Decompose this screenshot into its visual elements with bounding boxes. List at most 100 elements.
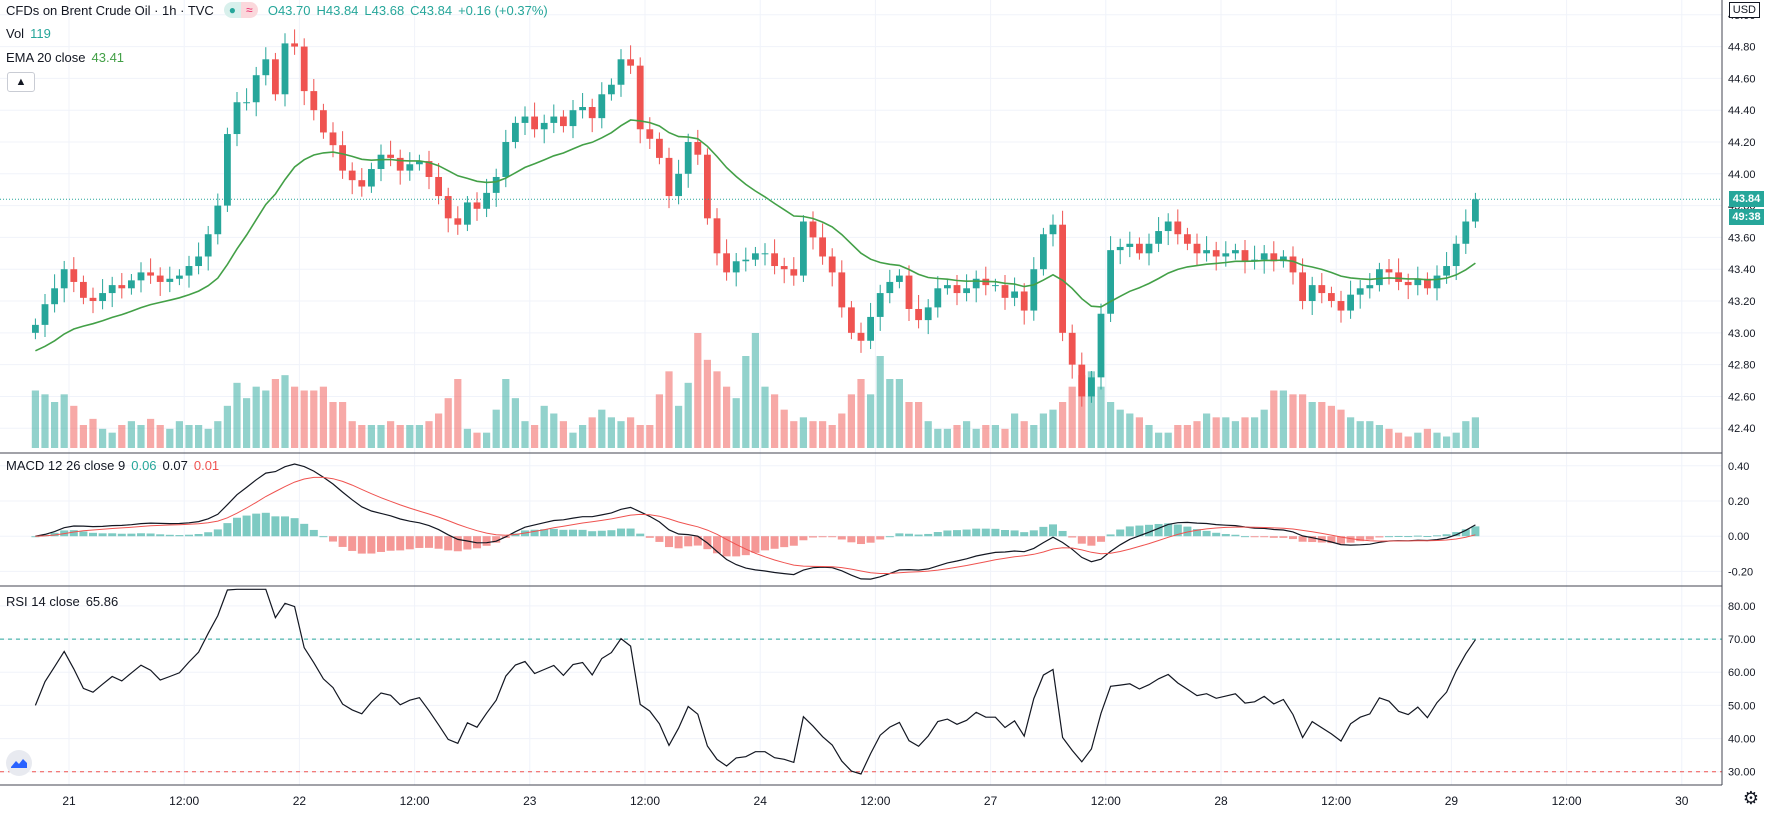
volume-bar: [857, 379, 865, 448]
time-tick-label: 22: [293, 794, 307, 808]
time-tick-label: 12:00: [1552, 794, 1582, 808]
rsi-tick-label: 60.00: [1728, 667, 1756, 679]
volume-bar: [703, 359, 711, 448]
volume-bar: [905, 402, 913, 448]
volume-bar: [137, 425, 145, 448]
volume-bar: [147, 418, 155, 448]
candle-body: [665, 157, 673, 197]
volume-bar: [694, 333, 702, 448]
macd-histogram-bar: [933, 532, 942, 537]
macd-histogram-bar: [962, 529, 971, 537]
candle-body: [944, 285, 951, 289]
time-tick-label: 12:00: [400, 794, 430, 808]
macd-label: MACD 12 26 close 9: [6, 458, 126, 473]
gear-icon[interactable]: ⚙: [1742, 788, 1759, 808]
volume-bar: [991, 425, 999, 448]
macd-histogram-bar: [252, 513, 261, 537]
collapse-legend-button[interactable]: ▲: [7, 72, 35, 92]
volume-bar: [118, 425, 126, 448]
time-tick-label: 28: [1214, 794, 1228, 808]
macd-histogram-bar: [1365, 536, 1374, 540]
macd-histogram-bar: [665, 536, 673, 548]
volume-bar: [780, 409, 788, 448]
candle-body: [1452, 243, 1460, 267]
macd-histogram-bar: [271, 516, 280, 537]
volume-bar: [51, 402, 59, 448]
volume-bar: [1097, 386, 1105, 448]
candle-body: [732, 261, 740, 273]
candle-body: [1366, 285, 1374, 289]
rsi-legend[interactable]: RSI 14 close 65.86: [6, 594, 118, 609]
data-status-icon: ≈: [240, 2, 258, 18]
macd-histogram-bar: [1337, 536, 1345, 544]
macd-histogram-bar: [549, 528, 558, 537]
candle-body: [70, 269, 78, 282]
macd-value: 0.07: [162, 458, 188, 473]
volume-bar: [1433, 432, 1441, 448]
status-pill[interactable]: ● ≈: [223, 2, 258, 18]
candle-body: [1414, 278, 1422, 286]
volume-bar: [1251, 417, 1259, 448]
volume-bar: [819, 421, 827, 448]
macd-histogram-bar: [713, 536, 721, 554]
price-tick-label: 42.40: [1728, 423, 1756, 435]
volume-value: 119: [30, 26, 51, 41]
candlesticks: [32, 29, 1479, 407]
symbol-title[interactable]: CFDs on Brent Crude Oil · 1h · TVC: [6, 2, 214, 18]
candle-body: [684, 141, 692, 174]
candle-body: [377, 154, 385, 170]
macd-histogram-bar: [290, 518, 299, 537]
macd-histogram-bar: [732, 536, 741, 557]
volume-bar: [876, 356, 884, 448]
time-tick-label: 27: [984, 794, 998, 808]
candle-body: [272, 59, 279, 95]
macd-histogram-bar: [876, 536, 885, 540]
macd-histogram-bar: [1241, 536, 1249, 538]
macd-tick-label: -0.20: [1728, 566, 1753, 578]
macd-histogram-bar: [818, 536, 827, 538]
candle-body: [291, 43, 298, 47]
tradingview-logo-icon[interactable]: [6, 750, 32, 776]
candle-body: [80, 281, 87, 298]
volume-bar: [1443, 436, 1451, 448]
candle-body: [1145, 243, 1153, 254]
macd-histogram-bar: [300, 523, 309, 537]
volume-bar: [1116, 409, 1124, 448]
volume-bar: [319, 386, 327, 448]
macd-histogram-bar: [1135, 525, 1144, 537]
candle-body: [108, 285, 116, 294]
macd-legend[interactable]: MACD 12 26 close 9 0.06 0.07 0.01: [6, 458, 219, 473]
candle-body: [204, 234, 212, 257]
candle-body: [195, 256, 202, 267]
volume-bar: [243, 398, 251, 448]
candle-body: [176, 275, 183, 279]
volume-bar: [166, 428, 174, 448]
volume-bar: [175, 421, 183, 448]
currency-label[interactable]: USD: [1728, 2, 1760, 18]
candle-body: [540, 122, 548, 130]
rsi-pane: [0, 588, 1722, 775]
volume-bar: [502, 379, 510, 448]
volume-bar: [934, 428, 942, 448]
volume-bar: [1049, 409, 1057, 448]
candle-body: [819, 237, 826, 257]
volume-bar: [569, 432, 577, 448]
macd-histogram-bar: [127, 533, 136, 537]
macd-histogram-bar: [1269, 536, 1278, 538]
price-tick-label: 42.60: [1728, 391, 1756, 403]
macd-histogram-bar: [281, 516, 289, 537]
volume-bar: [99, 428, 107, 448]
ema-legend[interactable]: EMA 20 close 43.41: [6, 50, 124, 65]
volume-bar: [982, 425, 990, 448]
macd-histogram-bar: [530, 529, 539, 537]
volume-bar: [1145, 425, 1153, 448]
chevron-up-icon: ▲: [15, 76, 27, 88]
macd-histogram-bar: [857, 536, 865, 545]
volume-bar: [415, 425, 423, 448]
volume-legend[interactable]: Vol 119: [6, 26, 51, 41]
candle-body: [963, 288, 970, 294]
rsi-line: [34, 588, 1476, 775]
candle-body: [252, 75, 260, 103]
